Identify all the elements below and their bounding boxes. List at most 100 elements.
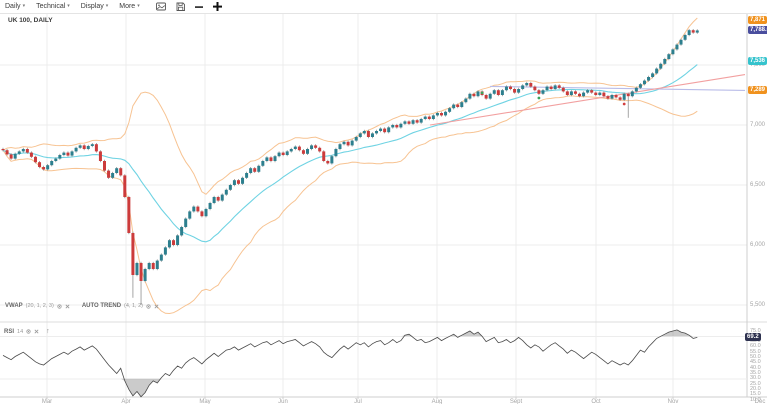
candle-body — [334, 149, 338, 157]
candle-body — [395, 125, 399, 128]
menu-display[interactable]: Display ▾ — [81, 3, 108, 10]
candle-body — [90, 144, 94, 146]
menu-more[interactable]: More ▾ — [119, 3, 139, 10]
candle-body — [573, 91, 577, 94]
close-icon[interactable] — [154, 304, 159, 309]
chevron-down-icon: ▾ — [67, 3, 70, 9]
candle-body — [504, 86, 508, 91]
candle-body — [111, 173, 115, 178]
candle-body — [683, 35, 687, 40]
candle-body — [115, 168, 119, 173]
candle-body — [509, 86, 512, 89]
candle-body — [9, 154, 13, 159]
candle-body — [545, 86, 549, 91]
candle-body — [123, 175, 127, 197]
candle-body — [675, 44, 679, 50]
candle-body — [610, 95, 614, 99]
candle-body — [82, 145, 86, 149]
candle-body — [147, 263, 151, 269]
candle-body — [427, 116, 431, 119]
candle-body — [277, 152, 281, 157]
candle-body — [350, 140, 354, 146]
candle-body — [448, 108, 452, 112]
candle-body — [261, 161, 265, 166]
candle-body — [86, 146, 90, 149]
candle-body — [496, 90, 500, 95]
candle-body — [391, 125, 395, 128]
candle-body — [354, 137, 358, 141]
candle-body — [318, 147, 322, 152]
gear-icon[interactable] — [146, 303, 151, 309]
candle-body — [659, 63, 663, 69]
rsi-oversold-fill — [3, 378, 698, 397]
candle-body — [362, 131, 366, 134]
candle-body — [155, 260, 159, 269]
candle-body — [289, 149, 293, 152]
menu-technical[interactable]: Technical ▾ — [36, 3, 70, 10]
candle-body — [212, 197, 216, 203]
candle-body — [464, 98, 468, 103]
candle-body — [94, 144, 98, 152]
candle-body — [17, 151, 21, 154]
candle-body — [33, 156, 37, 163]
signal-marker-dot — [480, 91, 484, 95]
candle-body — [687, 30, 691, 35]
candle-body — [415, 120, 419, 123]
candle-body — [131, 233, 135, 275]
candle-body — [54, 158, 58, 161]
candle-body — [452, 104, 456, 109]
candle-body — [358, 133, 362, 137]
candle-body — [119, 168, 123, 176]
candle-body — [533, 86, 537, 91]
candle-body — [127, 197, 131, 233]
candle-body — [647, 77, 651, 81]
candle-body — [614, 95, 618, 98]
candle-body — [460, 102, 464, 107]
candle-body — [204, 209, 208, 217]
candle-body — [220, 194, 224, 201]
rsi-line — [2, 329, 698, 398]
candle-body — [594, 92, 598, 95]
candle-body — [253, 168, 257, 172]
candle-body — [338, 144, 342, 149]
candle-body — [618, 97, 622, 100]
candle-body — [5, 150, 9, 155]
gear-icon[interactable] — [57, 303, 62, 309]
candle-body — [517, 89, 521, 93]
candle-body — [257, 165, 261, 172]
chart-toolbar: Daily ▾ Technical ▾ Display ▾ More ▾ — [0, 0, 767, 14]
close-icon[interactable] — [65, 304, 70, 309]
candle-body — [46, 165, 50, 170]
image-icon[interactable] — [155, 2, 166, 11]
candle-body — [500, 90, 504, 95]
candle-body — [553, 85, 557, 89]
candle-body — [228, 185, 232, 190]
candle-body — [196, 206, 200, 212]
rsi-indicator-label: RSI — [4, 328, 15, 335]
save-icon[interactable] — [176, 2, 185, 11]
candle-body — [176, 235, 180, 245]
candle-body — [379, 128, 383, 131]
candle-body — [484, 95, 488, 99]
gear-icon[interactable] — [26, 329, 31, 334]
zoom-out-icon[interactable] — [194, 3, 203, 11]
bollinger-lower-band-line — [2, 95, 698, 315]
candle-body — [630, 91, 634, 97]
candle-body — [273, 156, 277, 161]
menu-daily[interactable]: Daily ▾ — [5, 3, 25, 10]
candle-body — [301, 150, 305, 154]
candle-body — [582, 92, 586, 97]
candle-body — [370, 133, 374, 137]
candle-body — [419, 119, 423, 123]
close-icon[interactable] — [34, 329, 39, 334]
candle-body — [1, 149, 5, 151]
rsi-indicator-params: 14 — [17, 328, 24, 335]
vwap-line — [489, 85, 746, 91]
candle-body — [74, 147, 78, 152]
move-pane-up-icon[interactable]: ↑ — [46, 328, 50, 335]
candle-body — [655, 68, 659, 74]
zoom-in-icon[interactable] — [212, 2, 222, 11]
candle-body — [163, 247, 167, 255]
candle-body — [70, 151, 74, 156]
